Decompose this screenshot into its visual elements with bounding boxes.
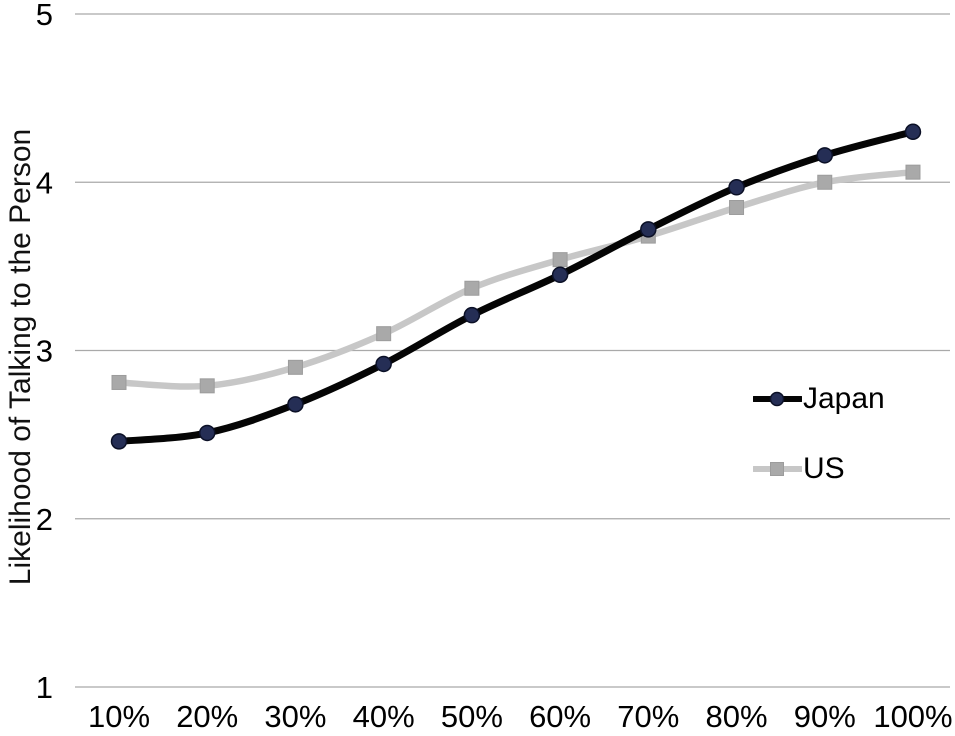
y-tick-label-3: 3 — [36, 334, 53, 369]
x-tick-label-50%: 50% — [441, 699, 503, 734]
us-marker-20% — [199, 378, 215, 394]
us-marker-10% — [111, 374, 127, 390]
japan-marker-10% — [110, 433, 128, 450]
legend-item-japan: Japan — [753, 380, 885, 417]
japan-marker-20% — [198, 424, 216, 442]
us-marker-80% — [729, 199, 745, 215]
x-tick-label-80%: 80% — [706, 699, 768, 734]
us-line-marker-icon — [753, 461, 802, 476]
x-tick-label-40%: 40% — [353, 699, 415, 734]
us-marker-100% — [905, 164, 921, 180]
legend-item-us: US — [753, 450, 885, 487]
us-marker-60% — [552, 252, 568, 268]
y-tick-label-5: 5 — [36, 0, 53, 32]
y-tick-label-4: 4 — [36, 165, 53, 200]
us-marker-30% — [287, 359, 303, 375]
japan-marker-50% — [463, 306, 481, 324]
legend: Japan US — [753, 380, 885, 487]
japan-marker-30% — [287, 396, 304, 413]
japan-marker-60% — [551, 266, 569, 284]
legend-label-us: US — [803, 451, 845, 485]
japan-marker-100% — [904, 123, 922, 141]
y-tick-label-2: 2 — [36, 502, 53, 537]
legend-label-japan: Japan — [803, 381, 885, 415]
japan-marker-80% — [728, 179, 745, 196]
japan-marker-70% — [640, 221, 657, 238]
us-marker-90% — [817, 174, 833, 190]
japan-marker-90% — [816, 147, 834, 164]
x-tick-label-20%: 20% — [176, 699, 238, 734]
us-line-series — [115, 168, 917, 390]
japan-line-marker-icon — [753, 391, 802, 406]
us-marker-50% — [464, 280, 480, 296]
x-tick-label-10%: 10% — [88, 699, 150, 734]
x-tick-label-70%: 70% — [617, 699, 679, 734]
x-tick-label-60%: 60% — [529, 699, 591, 734]
x-tick-label-90%: 90% — [794, 699, 856, 734]
japan-line-series — [115, 128, 917, 445]
us-marker-40% — [376, 326, 392, 342]
y-axis-title: Likelihood of Talking to the Person — [4, 128, 37, 586]
x-tick-label-30%: 30% — [264, 699, 326, 734]
japan-marker-40% — [375, 355, 392, 373]
y-tick-label-1: 1 — [36, 670, 53, 705]
x-tick-label-100%: 100% — [873, 699, 952, 734]
